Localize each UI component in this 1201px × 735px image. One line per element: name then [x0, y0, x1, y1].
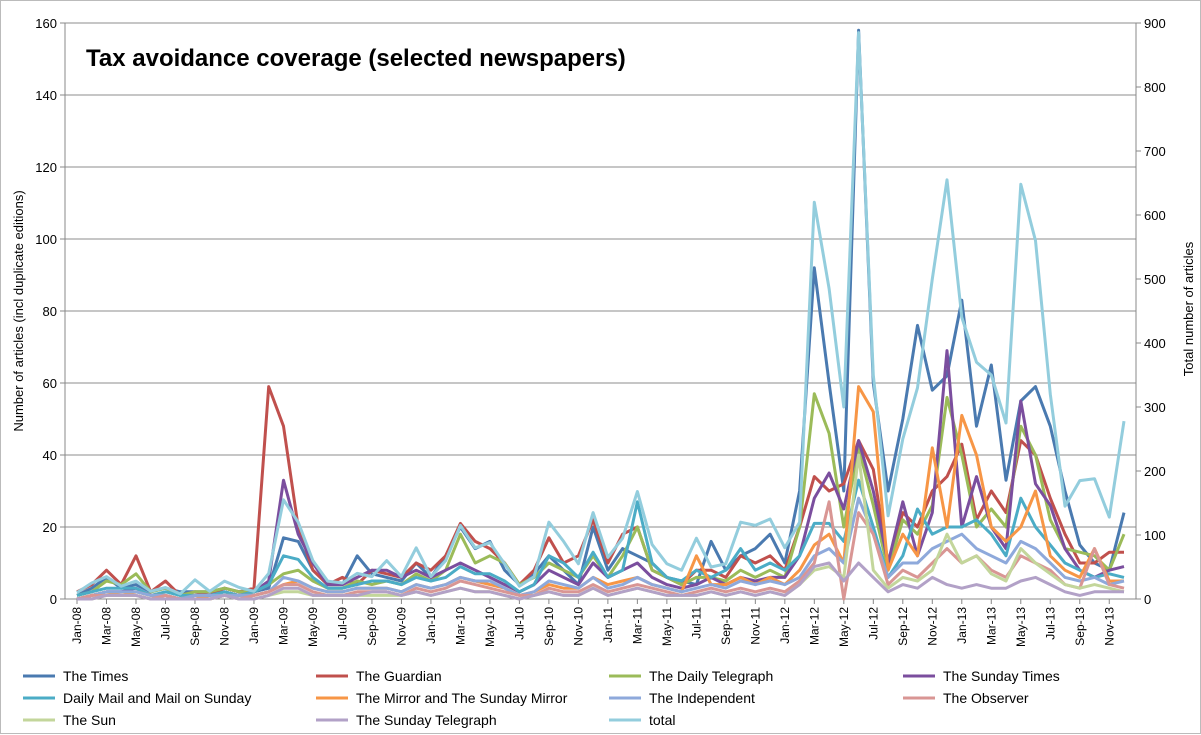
x-tick-label: Mar-12 — [807, 607, 821, 645]
x-axis-ticks: Jan-08 Mar-08 May-08 Jul-08 Sep-08 Nov-08 Jan-… — [70, 599, 1116, 647]
x-tick-label: Nov-13 — [1102, 607, 1116, 646]
x-tick-label: Jul-11 — [689, 607, 703, 639]
y2-tick-label: 800 — [1144, 80, 1166, 95]
x-tick-label: Mar-09 — [276, 607, 290, 645]
series-line-the-observer — [76, 500, 1125, 601]
x-tick-label: May-08 — [129, 607, 143, 647]
x-tick-label: Sep-13 — [1073, 607, 1087, 646]
x-tick-label: May-09 — [306, 607, 320, 647]
x-tick-label: Jul-13 — [1043, 607, 1057, 640]
series-line-total — [76, 31, 1126, 596]
x-tick-label: Jul-08 — [158, 607, 172, 640]
y2-tick-label: 900 — [1144, 16, 1166, 31]
x-tick-label: May-11 — [660, 607, 674, 646]
series-lines — [76, 28, 1126, 601]
legend-entry: The Guardian — [356, 668, 442, 684]
series-line-the-guardian — [76, 385, 1124, 597]
legend-entry: total — [649, 712, 675, 728]
x-tick-label: Jul-09 — [335, 607, 349, 640]
x-tick-label: Mar-13 — [984, 607, 998, 645]
y2-tick-label: 600 — [1144, 208, 1166, 223]
legend-entry: The Sunday Telegraph — [356, 712, 497, 728]
x-tick-label: Sep-08 — [188, 607, 202, 646]
y-tick-label: 100 — [35, 232, 57, 247]
y-tick-label: 40 — [43, 448, 57, 463]
y-tick-label: 20 — [43, 520, 57, 535]
x-tick-label: Mar-08 — [99, 607, 113, 645]
series-line-the-sunday-telegraph — [77, 561, 1124, 601]
legend: The Times The Guardian The Daily Telegraph… — [23, 668, 1060, 728]
x-tick-label: Jan-08 — [70, 607, 84, 644]
legend-entry: The Times — [63, 668, 128, 684]
x-tick-label: Nov-08 — [217, 607, 231, 646]
y2-tick-label: 700 — [1144, 144, 1166, 159]
x-tick-label: Nov-12 — [925, 607, 939, 646]
x-tick-label: Jul-10 — [512, 607, 526, 640]
x-tick-label: Mar-10 — [453, 607, 467, 645]
y2-tick-label: 500 — [1144, 272, 1166, 287]
x-tick-label: Jul-12 — [866, 607, 880, 640]
y2-tick-label: 0 — [1144, 592, 1151, 607]
y-tick-label: 120 — [35, 160, 57, 175]
y2-tick-label: 400 — [1144, 336, 1166, 351]
y2-tick-label: 200 — [1144, 464, 1166, 479]
legend-entry: The Daily Telegraph — [649, 668, 773, 684]
y-axis-label: Number of articles (incl duplicate editi… — [11, 190, 26, 431]
x-tick-label: May-13 — [1014, 607, 1028, 647]
x-tick-label: Sep-09 — [365, 607, 379, 646]
x-tick-label: Sep-11 — [719, 607, 733, 645]
y-tick-label: 160 — [35, 16, 57, 31]
legend-entry: The Independent — [649, 690, 755, 706]
y-tick-label: 140 — [35, 88, 57, 103]
y2-tick-label: 300 — [1144, 400, 1166, 415]
y-tick-label: 80 — [43, 304, 57, 319]
left-axis-ticks: 0 20 40 60 80 100 120 140 160 — [35, 16, 65, 607]
legend-entry: The Mirror and The Sunday Mirror — [356, 690, 568, 706]
x-tick-label: Mar-11 — [630, 607, 644, 644]
x-tick-label: May-12 — [837, 607, 851, 647]
x-tick-label: Nov-09 — [394, 607, 408, 646]
x-tick-label: Sep-10 — [542, 607, 556, 646]
x-tick-label: Nov-10 — [571, 607, 585, 646]
x-tick-label: Sep-12 — [896, 607, 910, 646]
legend-entry: The Sunday Times — [943, 668, 1060, 684]
x-tick-label: Jan-13 — [955, 607, 969, 644]
chart-title: Tax avoidance coverage (selected newspap… — [86, 45, 626, 72]
legend-entry: Daily Mail and Mail on Sunday — [63, 690, 251, 706]
y-tick-label: 60 — [43, 376, 57, 391]
y-tick-label: 0 — [50, 592, 57, 607]
right-axis-ticks: 0 100 200 300 400 500 600 700 800 900 — [1136, 16, 1166, 607]
y2-tick-label: 100 — [1144, 528, 1166, 543]
legend-entry: The Sun — [63, 712, 116, 728]
x-tick-label: Nov-11 — [748, 607, 762, 645]
x-tick-label: Jan-09 — [247, 607, 261, 644]
series-line-daily-mail-and-mail-on-sunday — [76, 478, 1125, 597]
x-tick-label: Jan-12 — [778, 607, 792, 644]
x-tick-label: May-10 — [483, 607, 497, 647]
y2-axis-label: Total number of articles — [1181, 241, 1196, 376]
x-tick-label: Jan-11 — [601, 607, 615, 643]
legend-entry: The Observer — [943, 690, 1029, 706]
x-tick-label: Jan-10 — [424, 607, 438, 644]
